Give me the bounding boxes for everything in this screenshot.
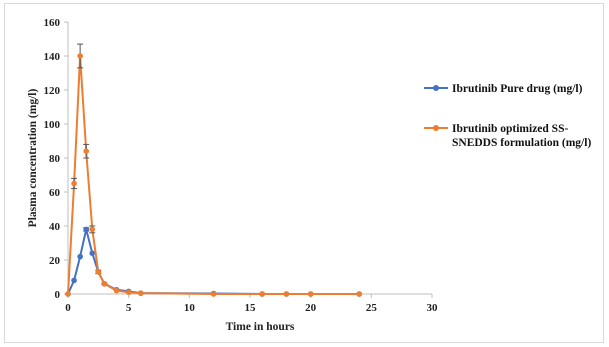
legend-1-label: Ibrutinib Pure drug (mg/l) (452, 83, 583, 95)
y-tick-label: 0 (55, 289, 61, 301)
y-tick-label: 80 (49, 153, 61, 165)
legend-2-label: Ibrutinib optimized SS- (452, 123, 568, 135)
legend-2-label: SNEDDS formulation (mg/l) (452, 137, 591, 149)
y-tick-label: 100 (44, 119, 61, 131)
series-2-point (210, 291, 217, 297)
series-1-point (83, 226, 89, 233)
x-tick-label: 10 (184, 302, 196, 314)
series-2-point (283, 291, 290, 297)
series-2-point (138, 290, 144, 296)
y-tick-label: 20 (49, 255, 61, 267)
legend-1-swatch-marker (433, 85, 439, 91)
series-2-point (101, 281, 108, 287)
x-tick-label: 30 (427, 302, 439, 314)
series-2-point (113, 287, 120, 294)
y-tick-label: 40 (49, 221, 61, 233)
series-2-line (67, 55, 360, 295)
series-2-point (95, 269, 102, 275)
series-2-point (65, 291, 71, 297)
x-tick-label: 0 (65, 302, 71, 314)
y-tick-label: 140 (44, 51, 61, 63)
x-axis-title: Time in hours (226, 321, 295, 333)
x-tick-label: 5 (126, 302, 132, 314)
series-1-point (77, 253, 83, 260)
series-1-point (71, 277, 77, 284)
series-2-point (125, 289, 132, 296)
series-2-point (83, 148, 89, 154)
series-1-line (67, 228, 360, 295)
y-tick-label: 160 (44, 17, 61, 29)
series-2-point (307, 291, 314, 297)
legend-2-swatch-marker (433, 125, 439, 131)
y-axis-title: Plasma concentration (mg/l) (27, 89, 39, 228)
x-tick-label: 15 (245, 302, 257, 314)
series-2-point (71, 180, 77, 187)
x-tick-label: 20 (305, 302, 317, 314)
y-tick-label: 120 (44, 85, 61, 97)
series-2-point (259, 291, 265, 297)
x-tick-label: 25 (366, 302, 378, 314)
series-2-point (77, 53, 83, 59)
series-1-point (89, 250, 96, 256)
series-2-point (356, 291, 363, 297)
series-2-point (89, 226, 96, 233)
y-tick-label: 60 (49, 187, 61, 199)
